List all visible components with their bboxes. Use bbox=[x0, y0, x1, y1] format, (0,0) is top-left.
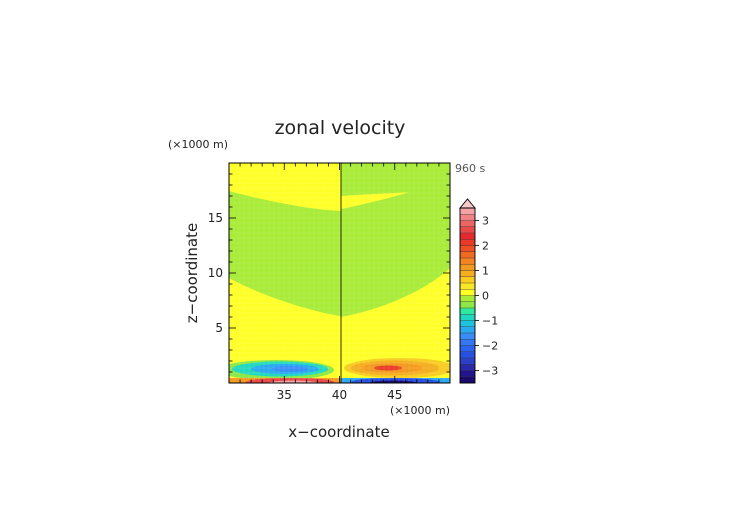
colorbar-tick-label: 2 bbox=[482, 240, 489, 253]
colorbar-swatch bbox=[460, 351, 475, 359]
colorbar-swatch bbox=[460, 220, 475, 228]
x-axis-label: x−coordinate bbox=[288, 423, 389, 441]
colorbar-swatch bbox=[460, 333, 475, 340]
colorbar-tick-label: 0 bbox=[482, 290, 489, 303]
colorbar-swatch bbox=[460, 339, 475, 346]
colorbar-swatch bbox=[460, 245, 475, 253]
colorbar-swatch bbox=[460, 308, 475, 315]
colorbar-swatch bbox=[460, 289, 475, 296]
y-tick-label: 15 bbox=[208, 211, 223, 225]
colorbar-swatch bbox=[460, 295, 475, 303]
x-ticks: 35 40 45 bbox=[239, 163, 440, 402]
y-tick-label: 10 bbox=[208, 266, 223, 280]
colorbar: −3 −2 −1 0 1 2 3 bbox=[459, 198, 498, 384]
colorbar-swatch bbox=[460, 326, 475, 334]
colorbar-swatch bbox=[460, 258, 475, 265]
colorbar-swatch bbox=[460, 251, 475, 259]
y-tick-label: 5 bbox=[215, 321, 223, 335]
colorbar-swatch bbox=[460, 376, 475, 384]
colorbar-swatch bbox=[460, 239, 475, 246]
surface-right-peak bbox=[369, 380, 417, 383]
y-ticks: 5 10 15 bbox=[208, 173, 450, 373]
colorbar-swatch bbox=[460, 264, 475, 271]
colorbar-tick-label: −1 bbox=[482, 315, 498, 328]
colorbar-swatch bbox=[460, 276, 475, 284]
colorbar-tick-label: −2 bbox=[482, 340, 498, 353]
colorbar-swatch bbox=[460, 320, 475, 328]
chart-title: zonal velocity bbox=[275, 117, 406, 139]
colorbar-swatch bbox=[460, 370, 475, 378]
x-tick-label: 45 bbox=[387, 388, 402, 402]
colorbar-swatch bbox=[460, 301, 475, 309]
colorbar-swatch bbox=[460, 270, 475, 278]
colorbar-swatch bbox=[460, 214, 475, 221]
x-tick-label: 40 bbox=[332, 388, 347, 402]
colorbar-swatch bbox=[460, 233, 475, 240]
colorbar-tick-label: 1 bbox=[482, 265, 489, 278]
y-unit-label: (×1000 m) bbox=[168, 138, 228, 151]
colorbar-extend-triangle bbox=[459, 198, 476, 209]
y-axis-label: z−coordinate bbox=[183, 223, 201, 323]
colorbar-swatch bbox=[460, 364, 475, 371]
time-label: 960 s bbox=[455, 162, 485, 175]
colorbar-swatch bbox=[460, 208, 475, 215]
x-unit-label: (×1000 m) bbox=[390, 404, 450, 417]
colorbar-swatch bbox=[460, 226, 475, 234]
colorbar-tick-label: 3 bbox=[482, 215, 489, 228]
field-left-green-band bbox=[229, 191, 341, 316]
colorbar-swatch bbox=[460, 314, 475, 321]
x-tick-label: 35 bbox=[277, 388, 292, 402]
surface-left-peak bbox=[269, 380, 317, 383]
colorbar-tick-label: −3 bbox=[482, 365, 498, 378]
colorbar-swatch bbox=[460, 345, 475, 353]
field-right-top-green bbox=[341, 163, 450, 196]
field-right-green-band bbox=[341, 180, 450, 317]
right-jet-core bbox=[374, 365, 402, 371]
left-jet-core bbox=[272, 366, 308, 372]
colorbar-swatch bbox=[460, 283, 475, 290]
colorbar-swatch bbox=[460, 358, 475, 365]
